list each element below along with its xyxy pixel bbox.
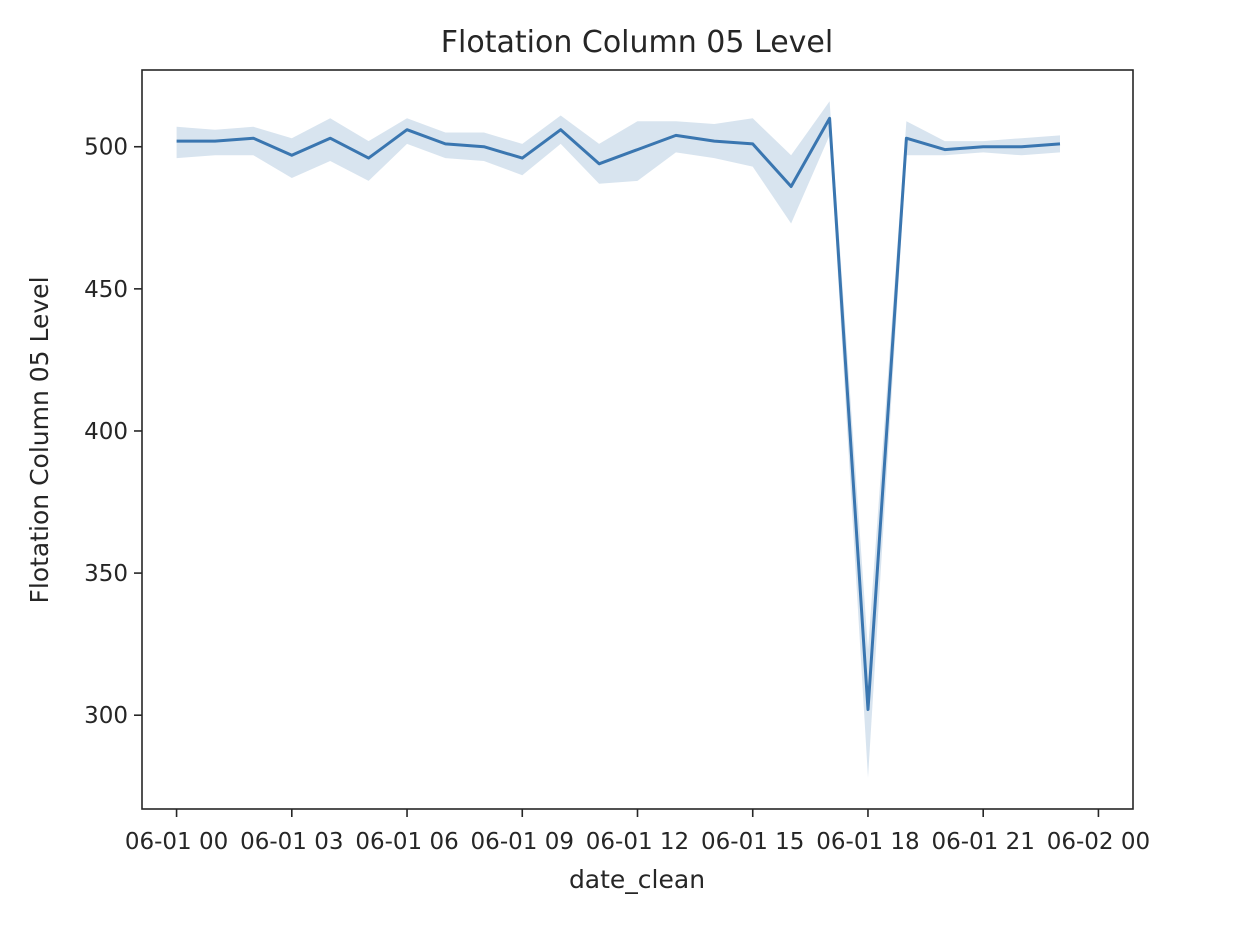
x-tick-label: 06-01 03 [240,829,343,855]
x-axis: 06-01 00 06-01 03 06-01 06 06-01 09 06-01 12… [125,809,1150,855]
y-tick-label: 400 [84,419,128,445]
x-tick-label: 06-01 21 [931,829,1034,855]
y-tick-label: 300 [84,703,128,729]
series-line [176,116,1061,711]
chart-title: Flotation Column 05 Level [441,25,833,60]
y-axis-label: Flotation Column 05 Level [25,276,54,603]
x-tick-label: 06-01 15 [701,829,804,855]
x-tick-label: 06-01 18 [816,829,919,855]
confidence-band-layer [176,101,1061,778]
y-tick-label: 350 [84,561,128,587]
y-tick-label: 450 [84,277,128,303]
series-line-layer [176,116,1061,711]
x-tick-label: 06-01 12 [586,829,689,855]
x-tick-label: 06-02 00 [1047,829,1150,855]
y-axis: 300 350 400 450 500 [84,135,142,729]
x-tick-label: 06-01 09 [471,829,574,855]
x-tick-label: 06-01 06 [355,829,458,855]
confidence-band [176,101,1061,778]
y-tick-label: 500 [84,135,128,161]
x-axis-label: date_clean [569,865,705,894]
x-tick-label: 06-01 00 [125,829,228,855]
